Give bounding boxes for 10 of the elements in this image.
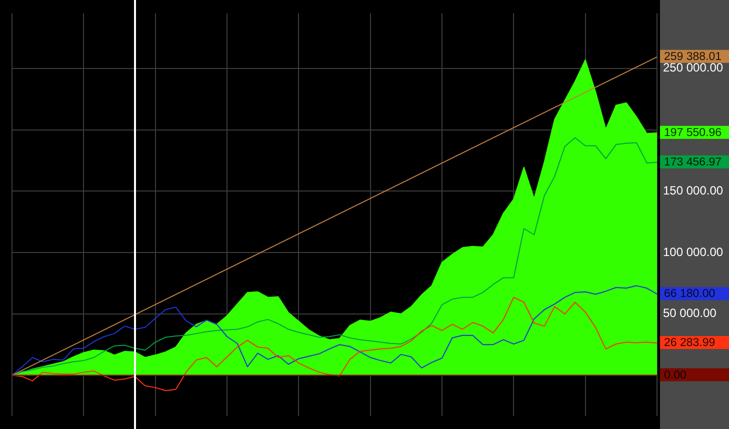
y-tick-label: 100 000.00 [663, 244, 724, 259]
data-label: 197 550.96 [664, 126, 722, 139]
data-label: 26 283.99 [664, 337, 716, 350]
ref-line-label: 0.00 [664, 369, 686, 382]
y-tick-label: 150 000.00 [663, 183, 724, 198]
data-label: 259 388.01 [664, 51, 722, 64]
data-label: 173 456.97 [664, 156, 722, 169]
data-label: 66 180.00 [664, 288, 716, 300]
y-tick-label: 50 000.00 [663, 306, 717, 320]
y-tick-label: 250 000.00 [663, 60, 724, 75]
